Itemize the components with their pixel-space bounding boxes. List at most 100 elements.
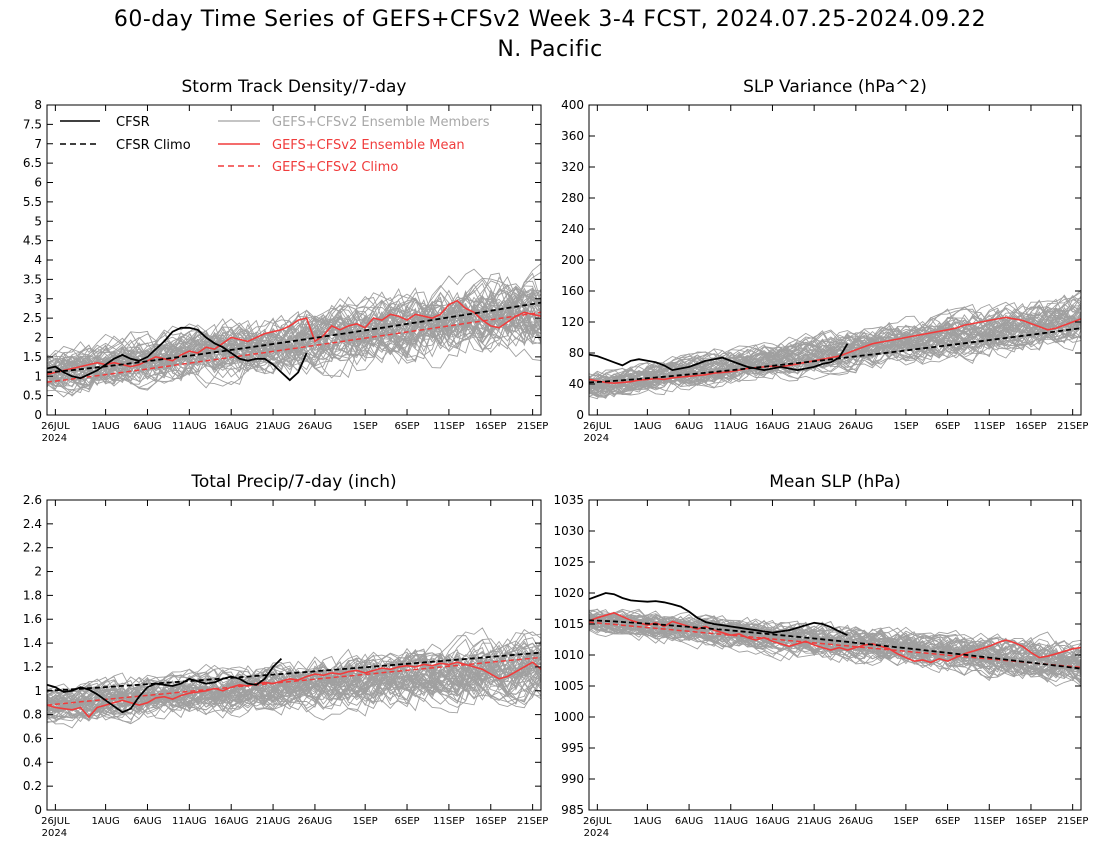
ensemble-member-line: [47, 665, 541, 729]
y-tick-label: 2: [34, 331, 42, 345]
ensemble-member-line: [589, 623, 1081, 678]
y-tick-label: 985: [561, 803, 584, 817]
y-tick-label: 80: [569, 346, 584, 360]
cfsr-climo-line: [589, 327, 1081, 384]
x-tick-label: 26AUG: [839, 816, 874, 827]
cfsr-line: [589, 592, 848, 637]
x-tick-label: 16AUG: [214, 421, 249, 432]
y-tick-label: 320: [561, 160, 584, 174]
y-tick-label: 200: [561, 253, 584, 267]
y-tick-label: 1.5: [23, 350, 42, 364]
y-tick-label: 1035: [553, 493, 584, 507]
figure-region: N. Pacific: [497, 37, 602, 62]
y-tick-label: 0.2: [23, 779, 42, 793]
y-tick-label: 1: [34, 369, 42, 383]
cfsr-line: [589, 343, 849, 372]
figure-title: 60-day Time Series of GEFS+CFSv2 Week 3-…: [114, 7, 986, 32]
x-tick-label: 21SEP: [1057, 816, 1088, 827]
y-tick-label: 3: [34, 292, 42, 306]
x-tick-label: 1SEP: [893, 816, 918, 827]
x-tick-label: 11AUG: [172, 421, 207, 432]
x-tick-label: 11SEP: [974, 421, 1005, 432]
y-tick-label: 240: [561, 222, 584, 236]
x-tick-label: 21AUG: [797, 816, 832, 827]
plot-frame: [46, 499, 542, 811]
x-tick-label: 1SEP: [893, 421, 918, 432]
ensemble-mean-line: [589, 316, 1081, 385]
ensemble-member-line: [47, 628, 541, 704]
x-tick-label: 26AUG: [298, 816, 333, 827]
x-tick-label: 1AUG: [91, 421, 119, 432]
ensemble-member-line: [589, 616, 1081, 677]
gefs-climo-line: [47, 311, 541, 383]
x-tick-label: 1AUG: [633, 421, 661, 432]
x-tick-year-label: 2024: [42, 828, 67, 839]
cfsr-climo-line: [589, 619, 1081, 670]
ensemble-member-line: [589, 611, 1081, 669]
y-tick-label: 1010: [553, 648, 584, 662]
ensemble-member-line: [589, 321, 1081, 396]
y-tick-label: 40: [569, 377, 584, 391]
x-tick-label: 26JUL: [41, 421, 70, 432]
x-tick-label: 26JUL: [41, 816, 70, 827]
x-tick-label: 11SEP: [433, 816, 464, 827]
x-tick-label: 21AUG: [256, 421, 291, 432]
y-axis: 0 0.2 0.4 0.6 0.8 1 1.2 1.4 1.6 1.8 2 2.2 2.4 2.6: [23, 493, 541, 817]
y-axis: 0 40 80 120 160 200 240 280 320 360 400: [561, 98, 1081, 422]
y-tick-label: 6.5: [23, 156, 42, 170]
x-tick-label: 16SEP: [475, 816, 506, 827]
y-tick-label: 0: [576, 408, 584, 422]
x-tick-label: 16SEP: [1015, 421, 1046, 432]
y-tick-label: 120: [561, 315, 584, 329]
x-tick-label: 1SEP: [353, 421, 378, 432]
x-tick-label: 6AUG: [133, 816, 161, 827]
ensemble-member-line: [47, 654, 541, 711]
x-tick-year-label: 2024: [584, 828, 609, 839]
x-tick-label: 11SEP: [974, 816, 1005, 827]
legend-label-cfsr: CFSR: [116, 115, 150, 130]
ensemble-member-lines: [47, 627, 541, 729]
x-tick-label: 11AUG: [172, 816, 207, 827]
ensemble-mean-line: [589, 611, 1081, 664]
panel-storm-track-density: Storm Track Density/7-day 0 0.5 1 1.5 2 2.5 3 3…: [23, 77, 548, 444]
y-tick-label: 0.6: [23, 731, 42, 745]
y-tick-label: 1.2: [23, 660, 42, 674]
y-tick-label: 2.6: [23, 493, 42, 507]
ensemble-member-line: [47, 297, 541, 389]
ensemble-member-line: [589, 291, 1081, 383]
y-tick-label: 3.5: [23, 272, 42, 286]
gefs-climo-line: [589, 621, 1081, 669]
cfsr-line: [47, 326, 308, 382]
panel-title: Mean SLP (hPa): [769, 472, 901, 492]
y-tick-label: 0.5: [23, 389, 42, 403]
series-lines: [47, 299, 541, 383]
legend: CFSR CFSR Climo GEFS+CFSv2 Ensemble Memb…: [60, 115, 490, 175]
y-tick-label: 360: [561, 129, 584, 143]
y-tick-label: 7.5: [23, 117, 42, 131]
x-tick-label: 16SEP: [475, 421, 506, 432]
x-tick-label: 6SEP: [935, 421, 960, 432]
x-tick-label: 21SEP: [1057, 421, 1088, 432]
ensemble-member-line: [589, 303, 1081, 383]
y-tick-label: 1015: [553, 617, 584, 631]
x-tick-label: 16AUG: [755, 421, 790, 432]
ensemble-member-lines: [589, 289, 1081, 400]
x-tick-label: 26JUL: [583, 421, 612, 432]
y-tick-label: 1.4: [23, 636, 42, 650]
cfsr-climo-line: [47, 301, 541, 374]
y-tick-label: 5: [34, 214, 42, 228]
x-tick-label: 6AUG: [133, 421, 161, 432]
x-tick-label: 16SEP: [1015, 816, 1046, 827]
legend-label-members: GEFS+CFSv2 Ensemble Members: [272, 115, 490, 130]
y-tick-label: 1025: [553, 555, 584, 569]
x-tick-label: 1AUG: [633, 816, 661, 827]
ensemble-member-line: [47, 300, 541, 394]
y-tick-label: 1005: [553, 679, 584, 693]
x-tick-label: 16AUG: [214, 816, 249, 827]
y-tick-label: 6: [34, 176, 42, 190]
panel-mean-slp: Mean SLP (hPa) 985 990 995 1000 1005 1010 1015…: [553, 472, 1088, 839]
